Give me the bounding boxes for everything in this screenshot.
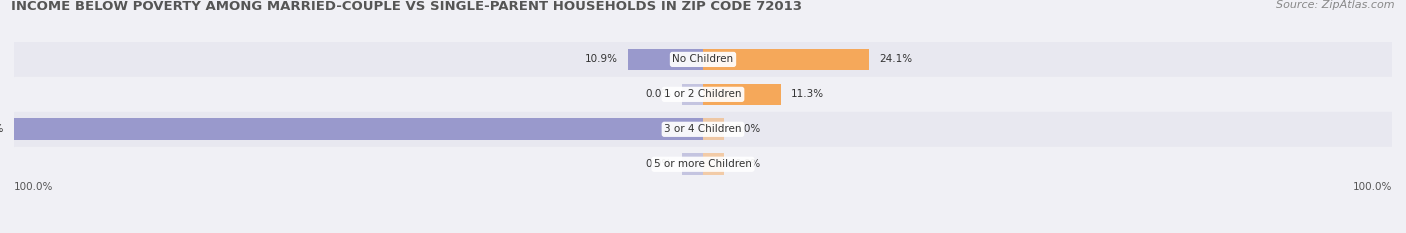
Text: 0.0%: 0.0%: [645, 89, 672, 99]
Text: 0.0%: 0.0%: [734, 124, 761, 134]
Bar: [14, 118, 703, 140]
Text: No Children: No Children: [672, 55, 734, 64]
Bar: [703, 154, 724, 175]
Bar: [703, 118, 724, 140]
Text: 100.0%: 100.0%: [0, 124, 4, 134]
Text: 100.0%: 100.0%: [14, 182, 53, 192]
Text: 24.1%: 24.1%: [879, 55, 912, 64]
Bar: [682, 154, 703, 175]
Bar: [703, 49, 869, 70]
Bar: [14, 77, 1392, 112]
Bar: [14, 42, 1392, 77]
Text: 5 or more Children: 5 or more Children: [654, 159, 752, 169]
Text: 10.9%: 10.9%: [585, 55, 617, 64]
Text: 1 or 2 Children: 1 or 2 Children: [664, 89, 742, 99]
Bar: [682, 84, 703, 105]
Bar: [703, 84, 780, 105]
Text: Source: ZipAtlas.com: Source: ZipAtlas.com: [1277, 0, 1395, 10]
Bar: [14, 147, 1392, 182]
Text: 0.0%: 0.0%: [734, 159, 761, 169]
Bar: [14, 112, 1392, 147]
Text: 3 or 4 Children: 3 or 4 Children: [664, 124, 742, 134]
Text: 100.0%: 100.0%: [1353, 182, 1392, 192]
Text: 0.0%: 0.0%: [645, 159, 672, 169]
Text: 11.3%: 11.3%: [792, 89, 824, 99]
Bar: [628, 49, 703, 70]
Text: INCOME BELOW POVERTY AMONG MARRIED-COUPLE VS SINGLE-PARENT HOUSEHOLDS IN ZIP COD: INCOME BELOW POVERTY AMONG MARRIED-COUPL…: [11, 0, 803, 13]
